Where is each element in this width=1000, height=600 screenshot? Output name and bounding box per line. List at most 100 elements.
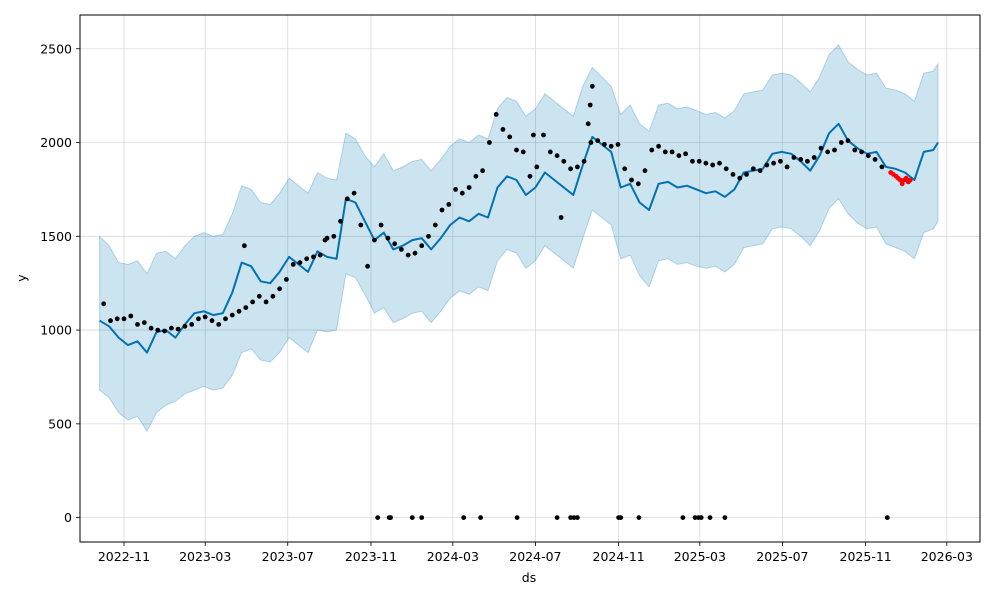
actual-point xyxy=(466,185,472,190)
actual-point xyxy=(412,250,418,256)
actual-point xyxy=(169,325,174,331)
x-tick-label: 2024-07 xyxy=(509,549,561,564)
actual-point xyxy=(750,166,756,172)
actual-point xyxy=(243,305,249,310)
actual-point xyxy=(764,162,770,168)
actual-point xyxy=(784,164,790,170)
actual-point xyxy=(568,166,573,172)
actual-zero-point xyxy=(575,515,580,520)
actual-point xyxy=(236,308,242,314)
actual-point xyxy=(432,222,438,228)
actual-point xyxy=(426,233,431,239)
actual-point xyxy=(587,102,593,108)
actual-point xyxy=(446,202,452,207)
actual-zero-point xyxy=(707,515,713,520)
actual-point xyxy=(534,164,540,170)
actual-zero-point xyxy=(375,515,381,520)
actual-zero-point xyxy=(698,515,704,520)
actual-point xyxy=(852,147,858,153)
actual-point xyxy=(453,187,458,192)
actual-point xyxy=(338,218,343,224)
actual-point xyxy=(602,142,607,147)
actual-point xyxy=(439,207,445,213)
actual-point xyxy=(250,299,256,305)
recent-point xyxy=(899,181,905,187)
actual-point xyxy=(148,325,154,331)
actual-zero-point xyxy=(680,515,686,520)
actual-point xyxy=(162,328,168,334)
actual-point xyxy=(520,149,526,155)
x-tick-label: 2023-03 xyxy=(179,549,231,564)
forecast-series-line xyxy=(99,122,939,354)
actual-point xyxy=(500,126,506,132)
actual-point xyxy=(322,237,328,243)
actual-point xyxy=(730,172,736,177)
actual-point xyxy=(405,252,411,258)
actual-point xyxy=(135,322,140,327)
actual-point xyxy=(723,166,729,172)
actual-point xyxy=(514,147,519,153)
actual-point xyxy=(744,172,749,177)
actual-point xyxy=(588,140,594,145)
actual-point xyxy=(304,256,310,262)
actual-point xyxy=(798,157,804,162)
actual-point xyxy=(242,243,247,249)
actual-points xyxy=(101,83,913,520)
actual-zero-point xyxy=(388,515,393,520)
actual-point xyxy=(216,322,222,327)
actual-point xyxy=(690,158,695,164)
x-tick-label: 2024-11 xyxy=(593,549,645,564)
recent-point xyxy=(897,177,903,183)
actual-point xyxy=(419,243,425,249)
x-tick-label: 2025-07 xyxy=(756,549,808,564)
actual-point xyxy=(189,322,195,327)
actual-point xyxy=(872,157,878,162)
actual-point xyxy=(284,277,289,282)
actual-point xyxy=(351,190,357,196)
actual-point xyxy=(263,299,269,305)
actual-point xyxy=(175,326,181,332)
actual-point xyxy=(778,158,783,164)
actual-point xyxy=(141,320,147,325)
y-tick-label: 500 xyxy=(48,416,72,431)
actual-point xyxy=(541,132,546,138)
x-axis-ticks: 2022-11 2023-03 2023-07 2023-11 2024-03 2024-… xyxy=(98,542,973,564)
actual-point xyxy=(595,138,601,144)
y-axis-ticks: 0 500 1000 1500 2000 2500 xyxy=(40,41,80,525)
y-tick-label: 0 xyxy=(64,510,72,525)
actual-point xyxy=(818,145,824,151)
recent-point xyxy=(903,175,909,181)
y-tick-label: 2000 xyxy=(40,135,72,150)
actual-point xyxy=(202,314,208,320)
actual-point xyxy=(372,237,377,243)
actual-zero-point xyxy=(568,515,573,520)
uncertainty-interval xyxy=(99,44,939,433)
actual-point xyxy=(399,247,404,252)
actual-point xyxy=(392,241,398,247)
actual-point xyxy=(703,160,709,166)
actual-point xyxy=(277,286,282,292)
actual-point xyxy=(845,138,851,144)
actual-point xyxy=(608,143,614,149)
actual-point xyxy=(229,312,235,318)
actual-point xyxy=(554,153,560,159)
actual-point xyxy=(128,313,134,319)
actual-zero-point xyxy=(419,515,425,520)
actual-point xyxy=(676,153,682,159)
actual-point xyxy=(879,164,885,170)
x-axis-label: ds xyxy=(522,570,536,585)
uncertainty-band xyxy=(99,44,939,433)
x-tick-label: 2025-11 xyxy=(840,549,892,564)
y-tick-label: 1500 xyxy=(40,229,72,244)
x-tick-label: 2023-07 xyxy=(262,549,314,564)
actual-point xyxy=(757,168,763,174)
y-tick-label: 2500 xyxy=(40,41,72,56)
actual-point xyxy=(459,190,465,196)
actual-point xyxy=(622,166,628,172)
actual-point xyxy=(649,147,655,153)
actual-point xyxy=(101,301,107,307)
actual-zero-point xyxy=(409,515,415,520)
actual-point xyxy=(378,222,384,228)
actual-point xyxy=(311,254,316,260)
actual-point xyxy=(656,143,661,149)
